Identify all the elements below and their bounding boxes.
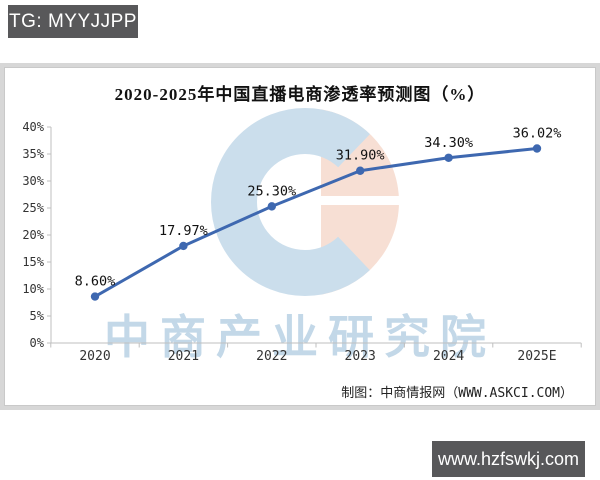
svg-text:8.60%: 8.60% [75, 274, 116, 290]
svg-text:30%: 30% [22, 174, 44, 188]
svg-text:5%: 5% [30, 309, 45, 323]
svg-text:15%: 15% [22, 255, 44, 269]
attribution-text: 制图：中商情报网（WWW.ASKCI.COM） [341, 386, 573, 401]
line-chart: 0% 5% 10% 15% 20% 25% 30% 35% 40% 2020 2021 2022 202… [22, 96, 582, 364]
svg-text:17.97%: 17.97% [159, 223, 208, 239]
svg-text:2025E: 2025E [517, 349, 556, 364]
chart-title: 2020-2025年中国直播电商渗透率预测图（%） [114, 85, 486, 104]
tg-badge-label: TG: MYYJJPP [9, 10, 137, 32]
svg-text:2021: 2021 [168, 349, 199, 364]
tg-watermark-badge: TG: MYYJJPP [8, 5, 138, 38]
chart-card-background: 2020-2025年中国直播电商渗透率预测图（%） 中商产业研究院 0% 5% 10… [0, 63, 600, 410]
svg-text:2022: 2022 [256, 349, 287, 364]
svg-text:25%: 25% [22, 201, 44, 215]
svg-text:40%: 40% [22, 120, 44, 134]
svg-text:0%: 0% [30, 336, 45, 350]
svg-text:31.90%: 31.90% [336, 148, 385, 164]
svg-text:35%: 35% [22, 147, 44, 161]
site-watermark-badge: www.hzfswkj.com [432, 441, 585, 477]
svg-text:2023: 2023 [345, 349, 376, 364]
svg-text:20%: 20% [22, 228, 44, 242]
svg-text:2024: 2024 [433, 349, 464, 364]
site-badge-label: www.hzfswkj.com [437, 448, 580, 469]
svg-text:25.30%: 25.30% [247, 183, 296, 199]
watermark-text: 中商产业研究院 [104, 311, 496, 363]
svg-text:36.02%: 36.02% [513, 125, 562, 141]
svg-text:2020: 2020 [79, 349, 110, 364]
svg-text:34.30%: 34.30% [424, 135, 473, 151]
chart-card: 2020-2025年中国直播电商渗透率预测图（%） 中商产业研究院 0% 5% 10… [4, 67, 596, 406]
svg-text:10%: 10% [22, 282, 44, 296]
